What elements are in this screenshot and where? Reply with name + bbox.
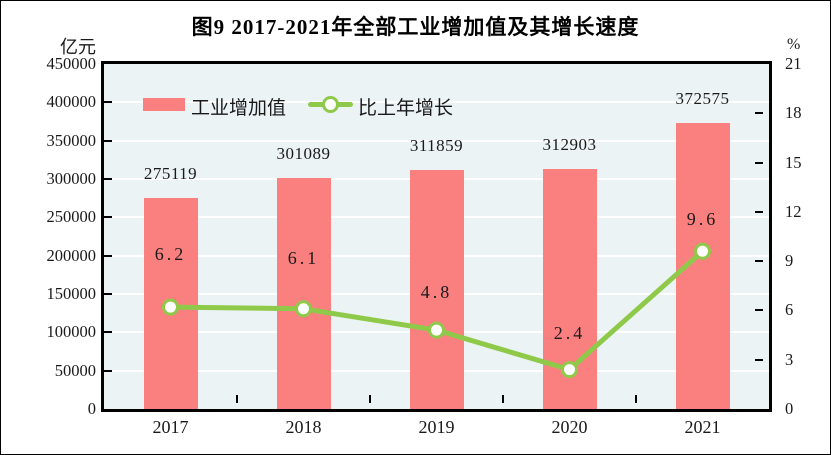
bar-value-label: 275119	[143, 164, 198, 184]
left-axis-tick-label: 100000	[46, 322, 97, 342]
left-axis-tick	[104, 216, 112, 219]
bar-legend-swatch-icon	[143, 98, 185, 111]
x-axis-category-label: 2017	[152, 417, 189, 437]
right-axis-tick-label: 21	[785, 54, 802, 73]
gridline	[104, 101, 769, 104]
growth-value-label: 9.6	[686, 209, 719, 230]
bar-2018	[276, 178, 331, 409]
right-axis-tick-label: 0	[785, 399, 794, 418]
right-axis-tick-label: 6	[785, 300, 794, 320]
right-axis-tick-label: 18	[785, 103, 802, 123]
bar-value-label: 372575	[675, 89, 730, 109]
right-axis-tick	[755, 260, 763, 263]
left-axis-tick-label: 400000	[46, 92, 97, 112]
left-axis-tick-label: 300000	[46, 169, 97, 188]
left-axis-tick-label: 0	[87, 399, 96, 418]
bar-legend-label: 工业增加值	[191, 98, 287, 119]
x-axis-category-label: 2020	[551, 417, 588, 437]
right-axis-unit-label: %	[787, 36, 801, 53]
gridline	[104, 139, 769, 142]
left-axis-tick	[104, 101, 112, 104]
right-axis-tick	[755, 161, 763, 164]
x-axis-boundary-tick	[369, 395, 371, 403]
line-legend-dot-icon	[322, 96, 339, 113]
growth-line	[168, 248, 705, 373]
left-axis-tick-label: 350000	[46, 130, 97, 150]
right-axis-tick-label: 12	[785, 201, 802, 221]
left-axis-tick-label: 50000	[54, 360, 96, 380]
bar-value-label: 312903	[542, 135, 597, 155]
left-axis-tick	[104, 369, 112, 372]
right-axis-tick	[755, 210, 763, 213]
growth-line-marker	[162, 298, 179, 316]
x-axis-boundary-tick	[236, 395, 238, 403]
line-legend-label: 比上年增长	[358, 98, 454, 119]
x-axis-boundary-tick	[635, 395, 637, 403]
right-axis-tick-label: 15	[785, 152, 802, 172]
growth-value-label: 6.2	[154, 244, 187, 265]
growth-line-marker	[694, 242, 711, 260]
left-axis-tick	[104, 293, 112, 295]
right-axis-tick-label: 9	[785, 251, 794, 271]
growth-line-marker	[428, 321, 445, 339]
right-axis-tick-label: 3	[785, 349, 794, 369]
bar-value-label: 301089	[276, 144, 331, 164]
left-axis-tick-label: 250000	[46, 207, 97, 227]
left-axis-tick	[104, 331, 112, 334]
growth-line-chart	[162, 242, 711, 379]
left-axis-unit-label: 亿元	[60, 37, 96, 57]
bar-2019	[409, 169, 464, 409]
left-axis-tick-label: 150000	[46, 284, 97, 303]
left-axis-tick	[104, 139, 112, 142]
left-axis-tick	[104, 178, 112, 180]
plot-area: 275119 301089 311859 312903 372575 6.2 6.1 4.8 2…	[101, 61, 772, 412]
growth-value-label: 6.1	[287, 247, 320, 268]
left-axis-tick	[104, 254, 112, 257]
x-axis-category-label: 2021	[684, 417, 721, 437]
right-axis-tick	[755, 309, 763, 312]
growth-line-marker	[295, 300, 312, 318]
x-axis-boundary-tick	[502, 395, 504, 403]
right-axis-tick	[755, 112, 763, 115]
left-axis-tick-label: 200000	[46, 245, 97, 265]
right-axis-tick	[755, 358, 763, 361]
left-axis-tick-label: 450000	[46, 54, 97, 73]
x-axis-category-label: 2018	[285, 417, 322, 437]
growth-value-label: 4.8	[420, 282, 453, 303]
growth-value-label: 2.4	[553, 322, 586, 343]
chart-title: 图9 2017-2021年全部工业增加值及其增长速度	[191, 15, 640, 39]
growth-line-marker	[561, 361, 578, 379]
x-axis-category-label: 2019	[418, 417, 455, 437]
bar-value-label: 311859	[409, 135, 464, 155]
